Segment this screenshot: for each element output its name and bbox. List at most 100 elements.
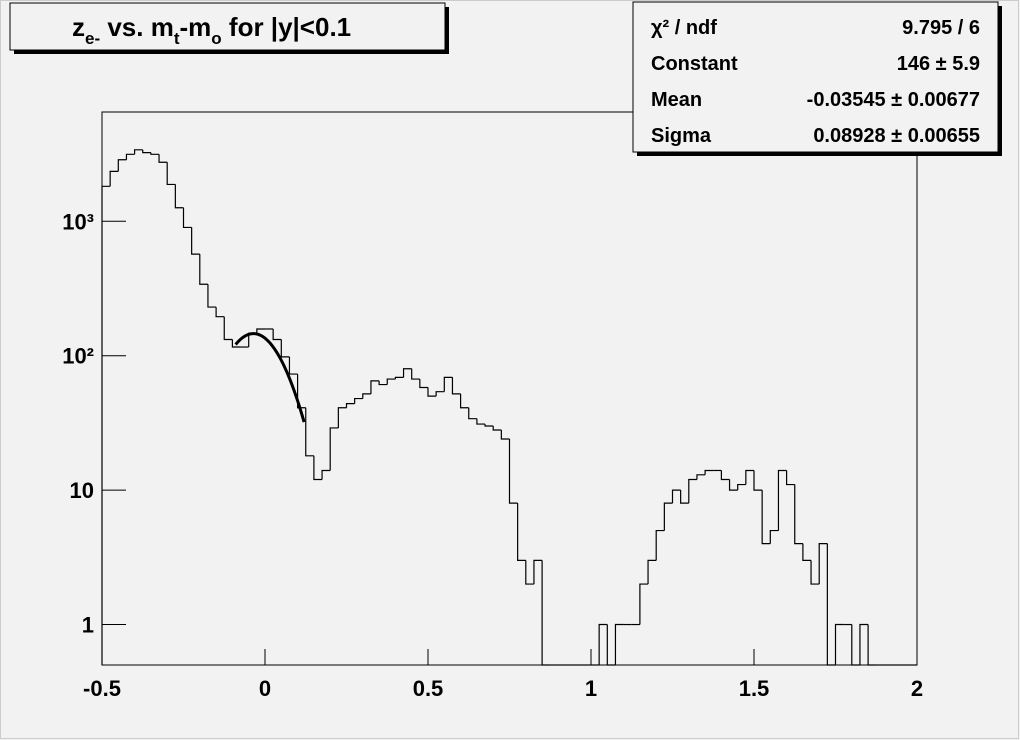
stats-value: 0.08928 ± 0.00655	[813, 125, 980, 147]
y-tick-label: 10	[70, 478, 94, 503]
histogram-bin	[427, 387, 437, 397]
histogram-bin	[663, 502, 673, 531]
histogram-bin	[598, 623, 608, 665]
histogram-bin	[468, 407, 477, 420]
title-part: e-	[85, 29, 100, 48]
histogram-bin	[851, 624, 860, 666]
histogram-bin	[272, 328, 282, 341]
histogram-bin	[476, 418, 486, 425]
histogram-bin	[696, 474, 706, 480]
title-part: o	[211, 29, 221, 48]
stats-name: Constant	[651, 53, 738, 75]
histogram-bin	[492, 425, 502, 431]
histogram-bin	[109, 170, 119, 187]
histogram-bin	[191, 227, 200, 255]
histogram-bin	[207, 284, 217, 308]
histogram-bin	[655, 529, 665, 561]
histogram-bin	[199, 254, 208, 285]
histogram-bin	[125, 153, 135, 160]
histogram-bin	[101, 185, 111, 665]
stats-value: 9.795 / 6	[902, 17, 980, 39]
histogram-bin	[378, 380, 388, 386]
histogram-bin	[142, 149, 151, 154]
histogram-bin	[329, 427, 339, 471]
histogram-bin	[411, 368, 420, 380]
histogram-bin	[345, 403, 355, 408]
histogram-bin	[614, 623, 624, 665]
histogram-bin	[728, 479, 738, 491]
histogram-bin	[704, 469, 714, 475]
x-tick-label: 2	[911, 676, 923, 701]
histogram-bin	[794, 484, 803, 545]
histogram-bin	[737, 483, 746, 491]
histogram-bin	[867, 624, 877, 666]
x-tick-label: 0.5	[413, 676, 444, 701]
histogram-bin	[386, 378, 396, 385]
histogram-bin	[639, 583, 649, 625]
histogram-bin	[280, 339, 290, 358]
histogram-bin	[525, 560, 534, 585]
histogram-bin	[647, 559, 657, 585]
y-tick-label: 10³	[62, 209, 94, 234]
histogram-bin	[777, 469, 787, 531]
histogram-bin	[720, 470, 730, 481]
histogram-bin	[150, 152, 160, 155]
histogram-bin	[321, 469, 331, 480]
x-tick-label: 0	[259, 676, 271, 701]
histogram-bin	[786, 470, 795, 486]
histogram-bin	[443, 376, 453, 392]
title-part: -m	[180, 12, 212, 42]
histogram-bin	[810, 560, 820, 585]
histogram-bin	[394, 376, 404, 380]
histogram-bin	[362, 393, 371, 399]
histogram-bin	[859, 623, 869, 665]
histogram-bin	[354, 397, 363, 404]
frame	[101, 111, 918, 666]
histogram-bin	[419, 379, 428, 389]
histogram-bin	[223, 316, 233, 341]
stats-box	[632, 1, 999, 153]
histogram-bin	[508, 439, 518, 504]
histogram-bin	[834, 623, 844, 665]
histogram-bin	[671, 489, 681, 504]
stats-value: -0.03545 ± 0.00677	[807, 89, 980, 111]
histogram-bin	[370, 380, 380, 394]
stats-value: 146 ± 5.9	[897, 53, 980, 75]
histogram-bin	[517, 503, 526, 561]
histogram-bin	[818, 543, 828, 585]
histogram-bin	[337, 407, 347, 428]
chart-title: ze- vs. mt-mo for |y|<0.1	[72, 12, 351, 48]
y-tick-label: 1	[82, 613, 94, 638]
histogram-bin	[313, 455, 323, 481]
histogram-bin	[606, 624, 616, 666]
y-tick-label: 10²	[62, 344, 94, 369]
histogram-bin	[134, 149, 143, 155]
histogram-bin	[484, 424, 494, 427]
x-tick-label: 1	[585, 676, 597, 701]
stats-name: χ² / ndf	[651, 17, 717, 39]
histogram-bin	[166, 162, 176, 186]
histogram-bin	[117, 159, 127, 172]
fit-curve	[234, 332, 306, 423]
histogram-bin	[288, 356, 298, 375]
histogram-bin	[769, 529, 779, 544]
histogram-bin	[305, 407, 314, 457]
histogram-bin	[451, 377, 461, 395]
title-box	[9, 2, 446, 51]
stats-name: Sigma	[651, 125, 712, 147]
histogram-bin	[802, 543, 812, 561]
histogram-bin	[215, 307, 225, 318]
histogram-bin	[435, 391, 445, 397]
stats-name: Mean	[651, 89, 702, 111]
histogram-bin	[182, 207, 192, 229]
histogram-bin	[402, 368, 412, 378]
histogram-bin	[231, 339, 241, 348]
title-part: t	[174, 29, 180, 48]
histogram-bin	[680, 490, 689, 504]
histogram-bin	[158, 154, 168, 163]
histogram-bin	[533, 559, 543, 585]
histogram-bin	[761, 490, 771, 545]
histogram-bin	[541, 560, 551, 666]
